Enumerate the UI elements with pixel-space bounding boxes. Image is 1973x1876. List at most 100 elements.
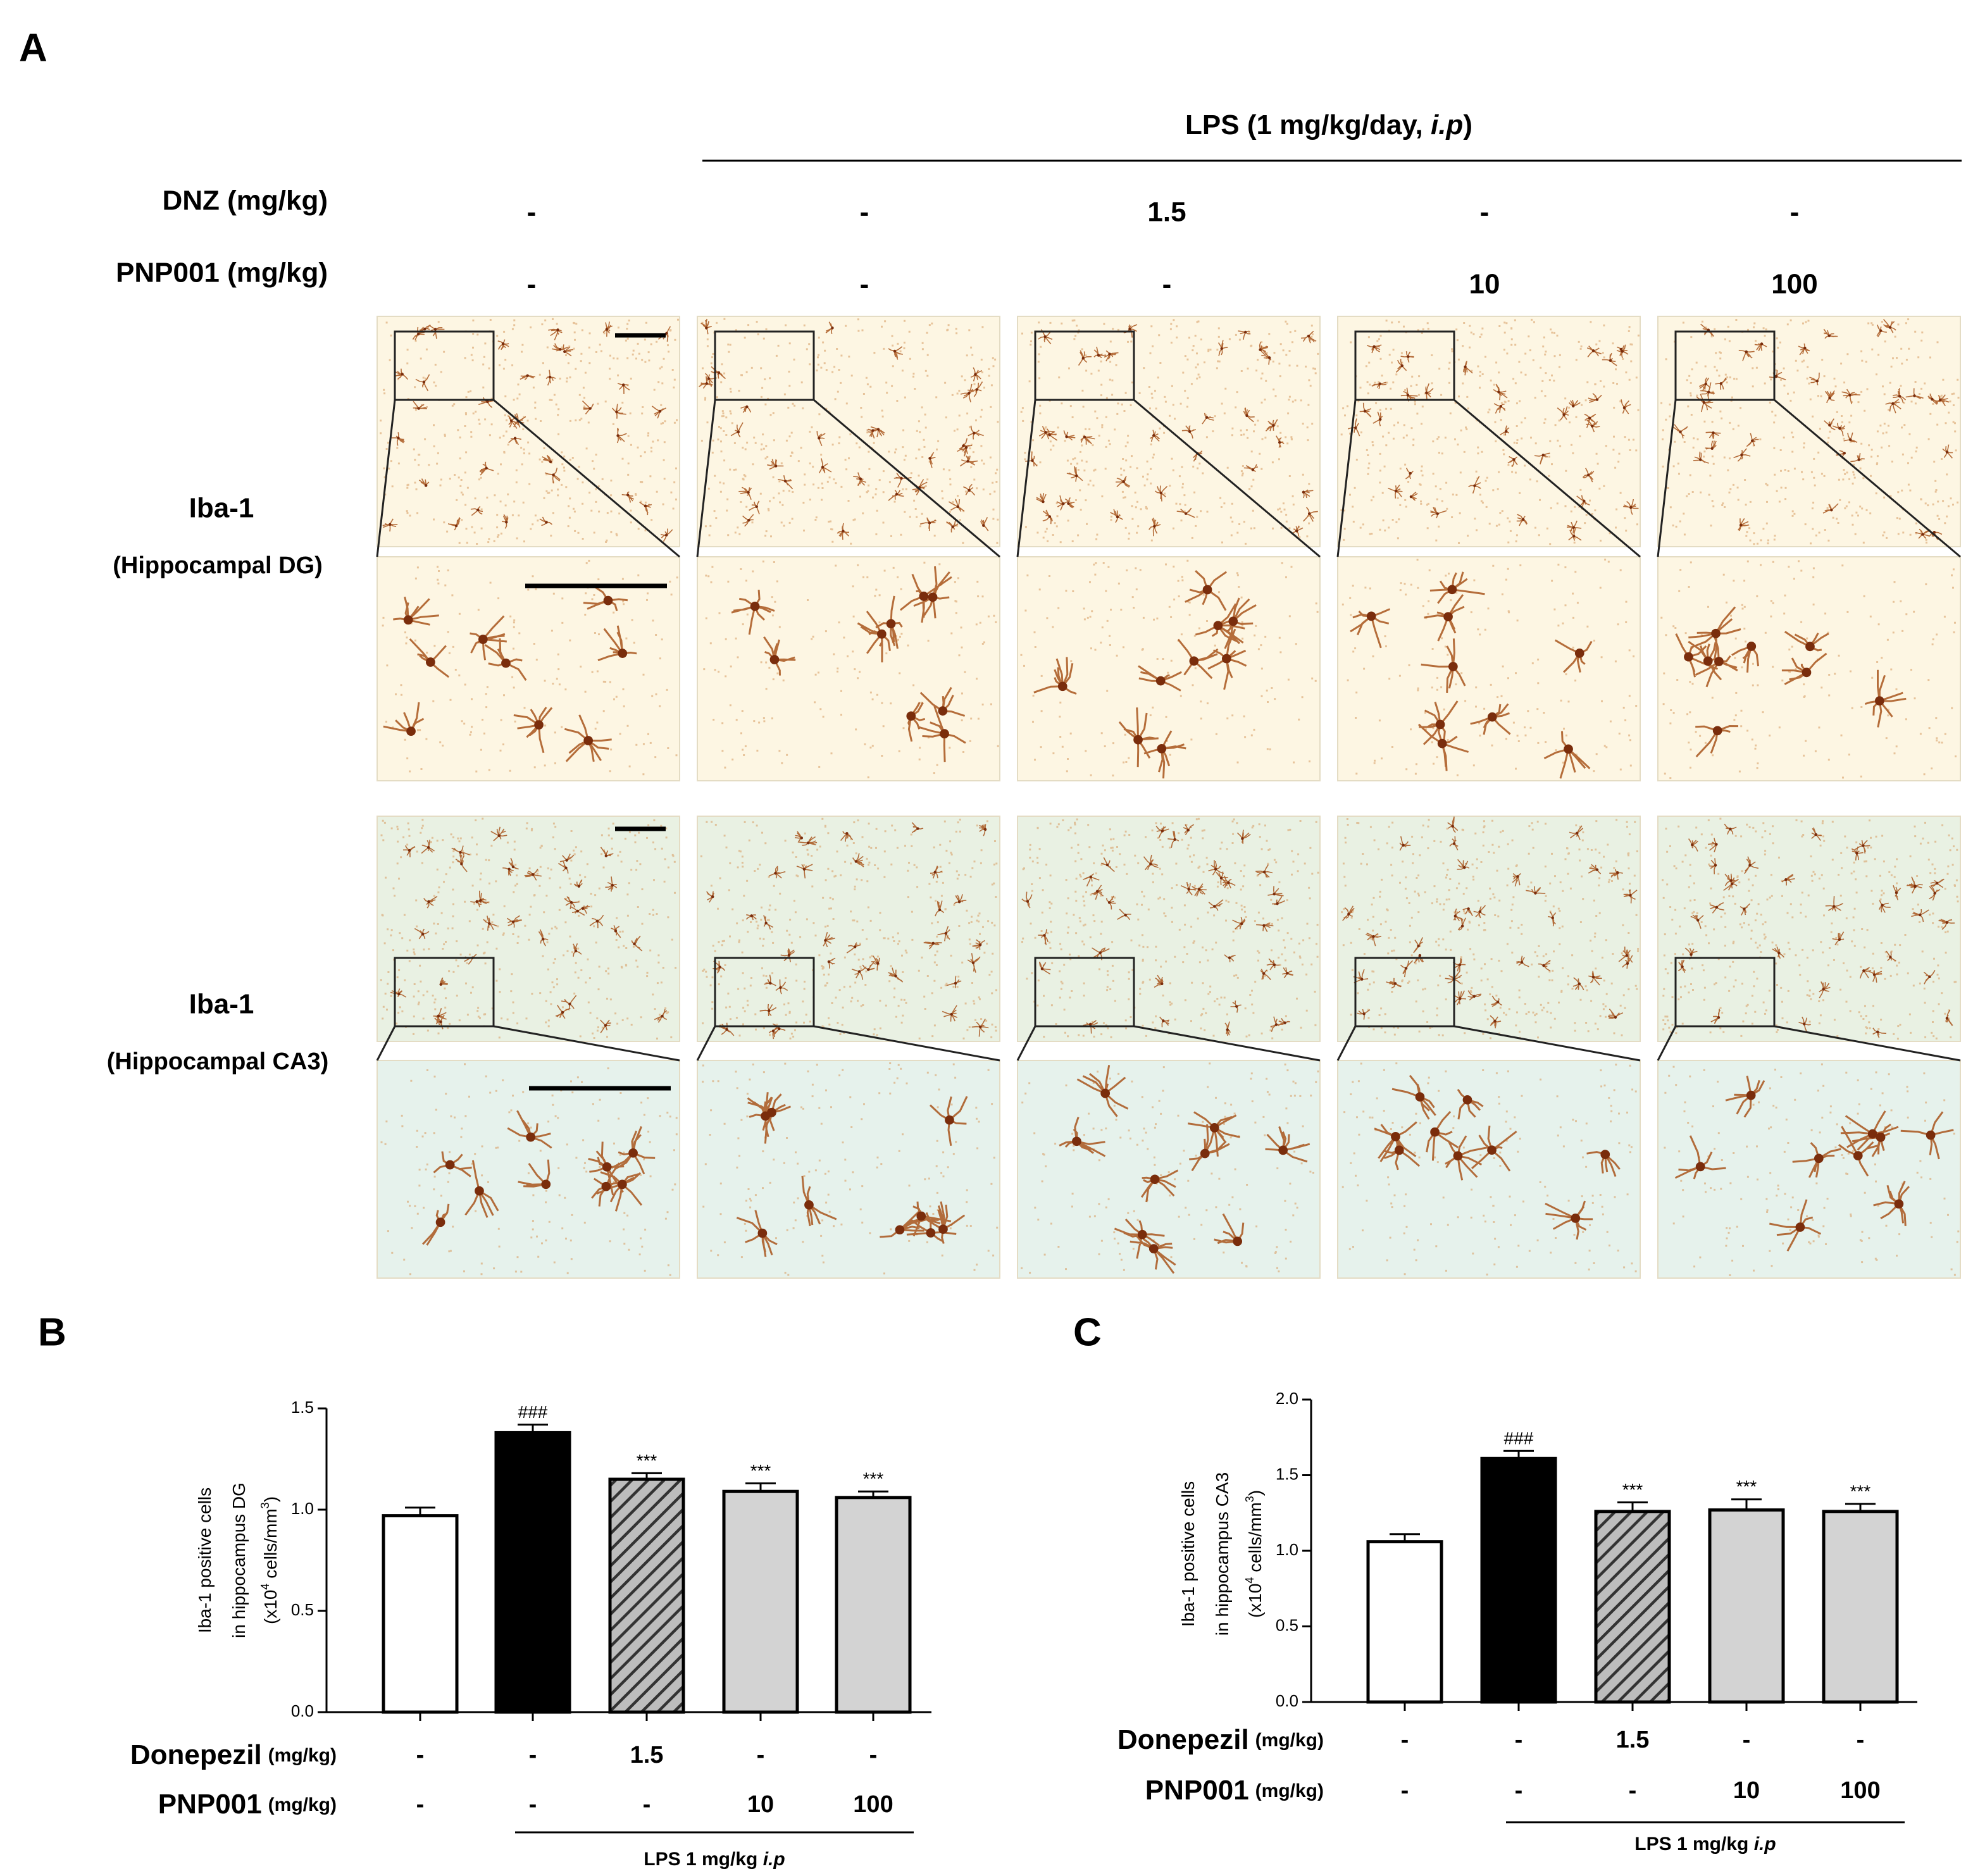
micrograph xyxy=(1017,816,1321,1042)
y-axis-label: in hippocampus DG xyxy=(229,1482,249,1638)
zoom-line xyxy=(1133,399,1321,558)
zoom-line xyxy=(696,399,716,557)
speckle xyxy=(1660,318,1960,545)
inset-box xyxy=(394,330,495,401)
inset-box xyxy=(714,330,815,401)
text-part: ) xyxy=(1245,1490,1265,1496)
zoom-line xyxy=(376,399,396,557)
treatment-value: - xyxy=(1629,1777,1637,1804)
treatment-value: 10 xyxy=(1469,269,1500,300)
y-tick-label: 0.0 xyxy=(1276,1691,1298,1710)
y-tick-label: 1.5 xyxy=(1276,1464,1298,1483)
speckle xyxy=(1020,319,1319,545)
text-part: (mg/kg) xyxy=(268,1794,337,1815)
cell-process xyxy=(1672,319,1953,540)
micrograph xyxy=(1017,1060,1321,1279)
speckle xyxy=(1340,318,1640,545)
treatment-value: - xyxy=(1515,1777,1523,1804)
inset-box xyxy=(1674,957,1776,1028)
micrograph xyxy=(1657,816,1961,1042)
treatment-name: Donepezil (mg/kg) xyxy=(1117,1724,1324,1755)
treatment-name: PNP001 (mg/kg) xyxy=(158,1789,337,1820)
y-axis-label: in hippocampus CA3 xyxy=(1212,1472,1232,1636)
treatment-name: PNP001 (mg/kg) xyxy=(1145,1775,1324,1806)
micrograph xyxy=(697,1060,1000,1279)
text-part: (mg/kg) xyxy=(1255,1780,1324,1801)
y-tick-label: 1.0 xyxy=(1276,1540,1298,1559)
text-part: i.p xyxy=(763,1849,785,1870)
zoom-line xyxy=(1774,399,1961,558)
treatment-value: - xyxy=(527,269,537,300)
zoom-line xyxy=(1016,399,1036,557)
bar xyxy=(608,1477,685,1714)
significance-label: *** xyxy=(637,1451,657,1470)
significance-label: *** xyxy=(1850,1481,1871,1501)
cell-process xyxy=(699,318,989,540)
lps-label: LPS 1 mg/kg i.p xyxy=(644,1849,785,1870)
micrograph xyxy=(1337,816,1641,1042)
text-part: PNP001 xyxy=(1145,1775,1249,1806)
treatment-name: DNZ (mg/kg) xyxy=(162,185,328,216)
zoom-line xyxy=(1133,1025,1321,1062)
zoom-line xyxy=(493,399,680,558)
treatment-value: - xyxy=(529,1742,537,1768)
treatment-value: - xyxy=(757,1742,765,1768)
text-part: (mg/kg) xyxy=(268,1745,337,1766)
zoom-line xyxy=(1016,1026,1036,1061)
bar xyxy=(722,1489,799,1714)
stain-name: Iba-1 xyxy=(189,493,254,524)
speckle xyxy=(700,817,998,1040)
text-part: in hippocampus DG xyxy=(229,1482,249,1638)
cell-process xyxy=(1347,344,1639,541)
significance-label: *** xyxy=(1736,1477,1757,1496)
zoom-line xyxy=(696,1026,716,1061)
speckle xyxy=(1341,558,1638,776)
cell-process xyxy=(731,566,966,762)
text-part: Iba-1 positive cells xyxy=(1178,1481,1198,1627)
speckle xyxy=(1020,559,1319,777)
speckle xyxy=(702,1062,999,1276)
treatment-value: - xyxy=(860,197,869,228)
inset-box xyxy=(1674,330,1776,401)
treatment-value: - xyxy=(1401,1777,1409,1804)
treatment-value: - xyxy=(1515,1727,1523,1753)
speckle xyxy=(380,318,679,545)
treatment-value: - xyxy=(1857,1727,1865,1753)
zoom-line xyxy=(1336,399,1357,557)
cell-process xyxy=(1374,1074,1621,1240)
bar xyxy=(1822,1510,1899,1704)
text-part: PNP001 xyxy=(158,1789,262,1820)
text-part: LPS (1 mg/kg/day, xyxy=(1185,109,1431,140)
cell-process xyxy=(1342,816,1638,1029)
cell-process xyxy=(383,585,637,762)
speckle xyxy=(1660,560,1957,780)
zoom-line xyxy=(1657,1026,1677,1061)
lps-label: LPS (1 mg/kg/day, i.p) xyxy=(1185,109,1472,140)
micrograph xyxy=(697,816,1000,1042)
micrograph xyxy=(697,316,1000,547)
treatment-value: - xyxy=(869,1742,878,1768)
significance-label: ### xyxy=(518,1402,548,1422)
micrograph xyxy=(377,1060,680,1279)
text-part: (x10 xyxy=(261,1590,280,1624)
cell-process xyxy=(1033,569,1257,779)
text-part: i.p xyxy=(1754,1834,1776,1854)
treatment-name: PNP001 (mg/kg) xyxy=(116,258,328,289)
treatment-value: - xyxy=(1480,197,1490,228)
y-tick-label: 1.0 xyxy=(291,1499,314,1518)
text-part: in hippocampus CA3 xyxy=(1212,1472,1232,1636)
cell-process xyxy=(1350,571,1593,779)
treatment-value: - xyxy=(416,1791,425,1818)
y-axis-label: Iba-1 positive cells xyxy=(195,1488,215,1633)
y-tick-label: 0.5 xyxy=(1276,1615,1298,1634)
speckle xyxy=(1664,1063,1960,1276)
treatment-value: - xyxy=(527,197,537,228)
cell-process xyxy=(1677,823,1955,1038)
micrograph xyxy=(1017,316,1321,547)
bar xyxy=(1366,1540,1443,1704)
treatment-value: - xyxy=(1401,1727,1409,1753)
text-part: (x10 xyxy=(1245,1584,1265,1618)
inset-box xyxy=(714,957,815,1028)
text-part: ) xyxy=(1463,109,1472,140)
